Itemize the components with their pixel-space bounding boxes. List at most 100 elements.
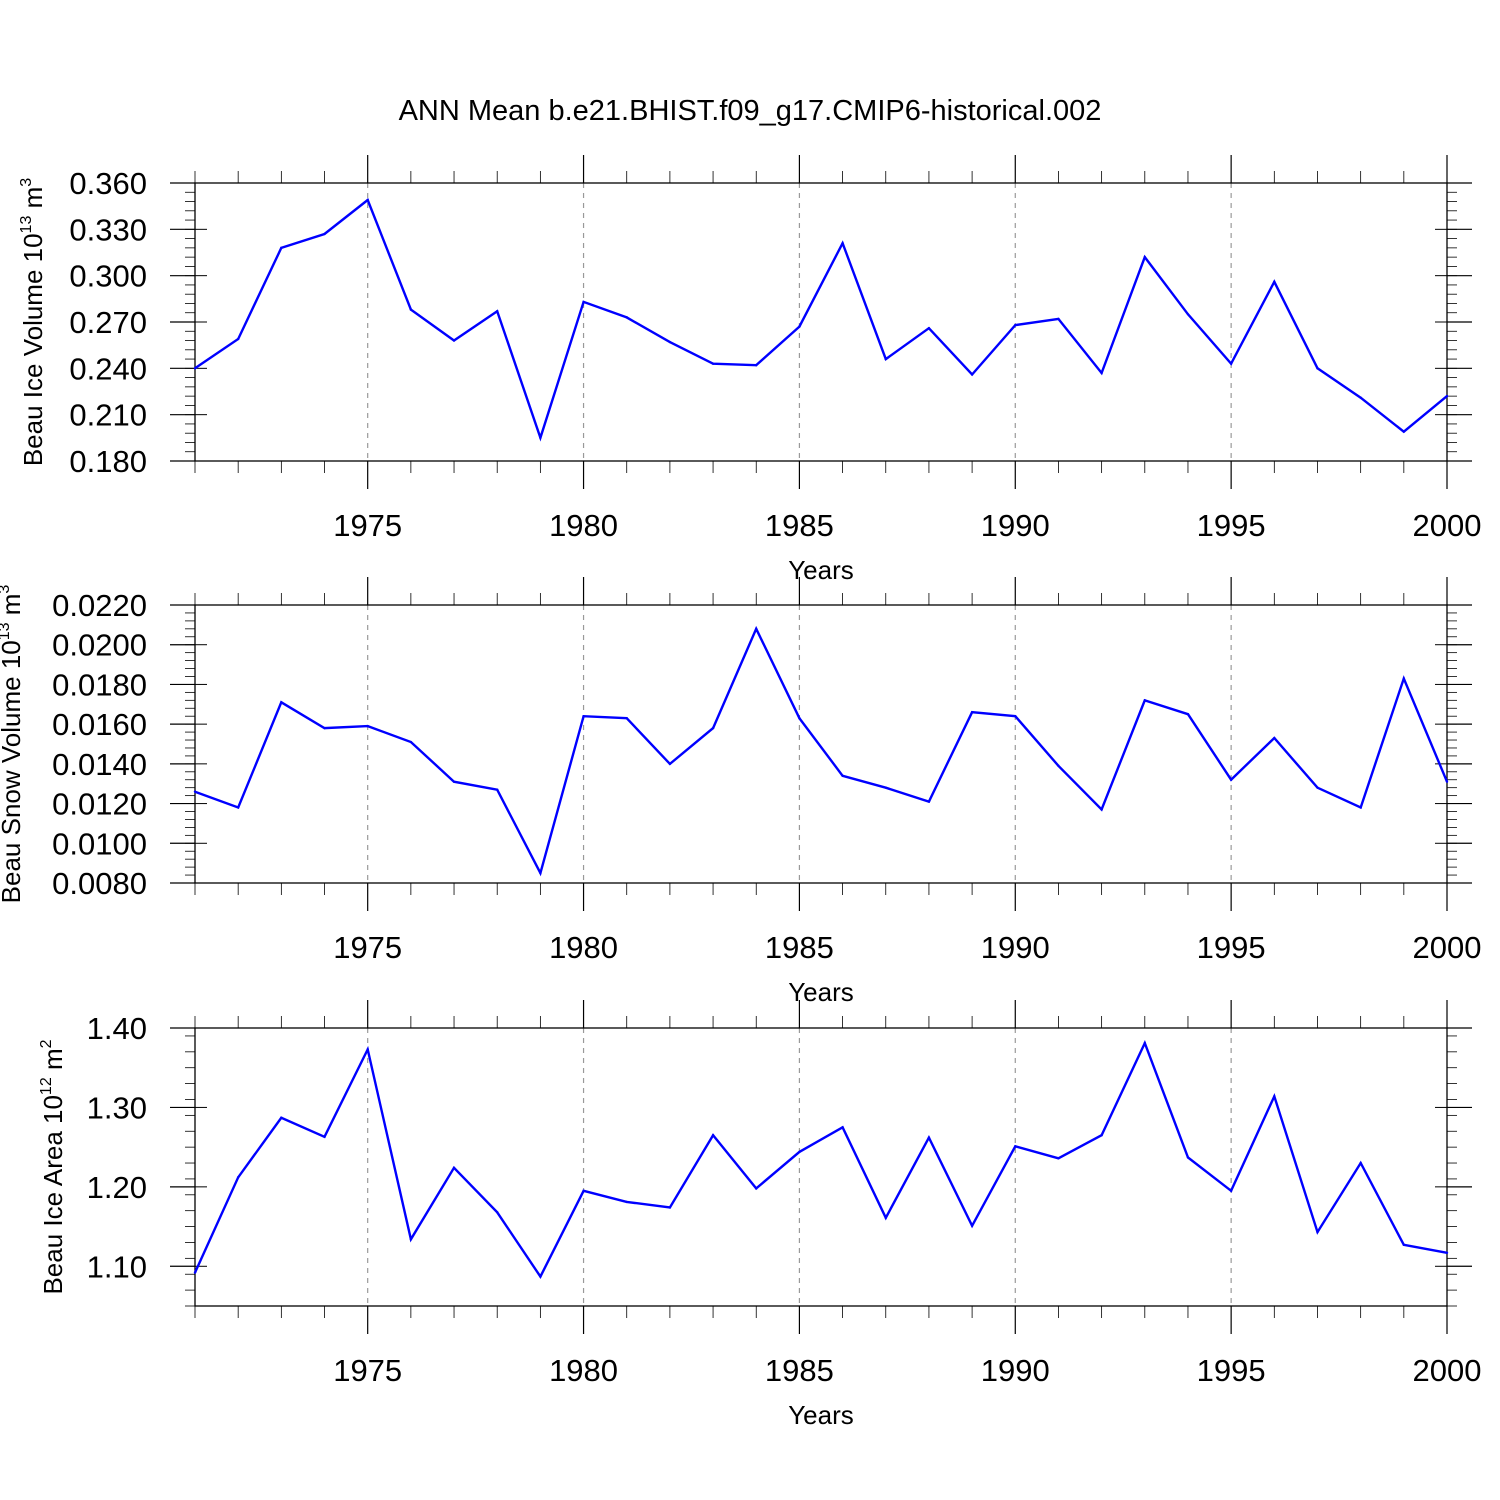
x-tick-label: 1975 <box>333 930 402 965</box>
x-tick-label: 1985 <box>765 1353 834 1388</box>
data-point <box>1316 786 1319 789</box>
data-point <box>1273 1095 1276 1098</box>
data-point <box>1445 780 1449 783</box>
data-point <box>884 786 887 789</box>
plot-frame <box>194 604 1448 884</box>
y-tick-label: 0.300 <box>69 259 147 294</box>
chart-title: ANN Mean b.e21.BHIST.f09_g17.CMIP6-histo… <box>399 95 1102 127</box>
y-tick-label: 1.30 <box>87 1090 147 1125</box>
x-axis-label: Years <box>788 555 854 585</box>
x-tick-label: 1975 <box>333 1353 402 1388</box>
data-point <box>927 326 931 330</box>
data-point <box>1402 430 1406 433</box>
data-point <box>970 1224 974 1227</box>
y-tick-label: 0.210 <box>69 398 147 433</box>
x-tick-label: 1990 <box>981 1353 1050 1388</box>
data-point <box>236 1176 240 1179</box>
data-point <box>711 1134 715 1137</box>
x-tick-label: 1990 <box>981 930 1050 965</box>
x-axis-label: Years <box>788 1400 854 1430</box>
y-tick-label: 0.0080 <box>52 866 147 901</box>
data-point <box>193 790 197 793</box>
y-tick-label: 1.20 <box>87 1170 147 1205</box>
data-point <box>452 339 456 342</box>
data-point <box>841 1126 844 1129</box>
data-point <box>1186 1156 1190 1159</box>
data-point <box>280 701 283 704</box>
x-tick-label: 1980 <box>549 1353 618 1388</box>
data-point <box>323 1135 326 1139</box>
data-point <box>1445 1251 1449 1254</box>
y-tick-label: 0.270 <box>69 305 147 340</box>
data-point <box>1316 367 1319 370</box>
y-tick-label: 1.40 <box>87 1011 147 1046</box>
data-point <box>755 627 758 631</box>
data-point <box>496 788 499 791</box>
data-point <box>496 1211 499 1214</box>
data-point <box>582 715 585 718</box>
data-point <box>1057 764 1060 768</box>
data-point <box>884 1216 887 1220</box>
y-axis-label: Beau Ice Volume 1013 m3 <box>18 178 48 466</box>
data-point <box>1014 323 1017 327</box>
data-point <box>366 724 369 728</box>
data-point <box>193 1271 197 1274</box>
data-point <box>236 806 240 809</box>
data-point <box>1143 1041 1146 1045</box>
x-tick-label: 1995 <box>1197 930 1266 965</box>
x-tick-label: 1975 <box>333 508 402 543</box>
x-tick-label: 2000 <box>1413 930 1482 965</box>
data-point <box>582 300 585 304</box>
data-point <box>1143 255 1146 259</box>
data-point <box>236 337 240 341</box>
data-point <box>798 716 801 720</box>
data-point <box>1014 715 1017 718</box>
x-tick-label: 2000 <box>1413 508 1482 543</box>
data-point <box>323 232 326 236</box>
x-tick-label: 2000 <box>1413 1353 1482 1388</box>
y-tick-label: 0.0100 <box>52 826 147 861</box>
y-tick-label: 0.330 <box>69 212 147 247</box>
x-axis-label: Years <box>788 977 854 1007</box>
data-point <box>1100 1134 1103 1137</box>
data-point <box>970 373 974 376</box>
panel-3: 1.10 1.20 1.30 1.40 1975 1980 1985 1990 1995 2000… <box>38 1000 1481 1430</box>
data-point <box>1100 808 1103 811</box>
y-axis-label: Beau Ice Area 1012 m2 <box>38 1039 68 1294</box>
data-point <box>798 1150 801 1154</box>
y-tick-label: 0.0200 <box>52 628 147 663</box>
panel-2: 0.0080 0.0100 0.0120 0.0140 0.0160 0.0180 0.02… <box>0 577 1481 1007</box>
data-point <box>1316 1230 1319 1234</box>
data-point <box>927 800 931 803</box>
y-tick-label: 0.360 <box>69 166 147 201</box>
data-point <box>970 711 974 714</box>
data-point <box>539 1275 542 1278</box>
x-tick-label: 1990 <box>981 508 1050 543</box>
data-point <box>755 364 758 367</box>
y-tick-label: 0.0120 <box>52 787 147 822</box>
data-point <box>1100 371 1103 375</box>
data-point <box>409 740 413 744</box>
data-point <box>582 1189 585 1193</box>
data-point <box>409 1238 413 1241</box>
data-point <box>841 242 844 245</box>
y-tick-label: 0.0160 <box>52 707 147 742</box>
data-point <box>1143 699 1146 702</box>
data-point <box>1229 778 1233 781</box>
y-tick-label: 0.240 <box>69 351 147 386</box>
data-point <box>496 309 499 313</box>
x-tick-label: 1985 <box>765 930 834 965</box>
data-point <box>841 774 844 777</box>
data-point <box>366 1048 369 1051</box>
data-point <box>668 1206 672 1209</box>
data-point <box>625 1200 628 1204</box>
data-point <box>1359 396 1362 399</box>
data-point <box>1402 677 1406 680</box>
data-point <box>323 726 326 730</box>
data-point <box>1057 1157 1060 1160</box>
plot-frame <box>194 1027 1448 1307</box>
data-point <box>625 716 628 720</box>
data-point <box>1402 1243 1406 1247</box>
data-point <box>884 357 887 361</box>
